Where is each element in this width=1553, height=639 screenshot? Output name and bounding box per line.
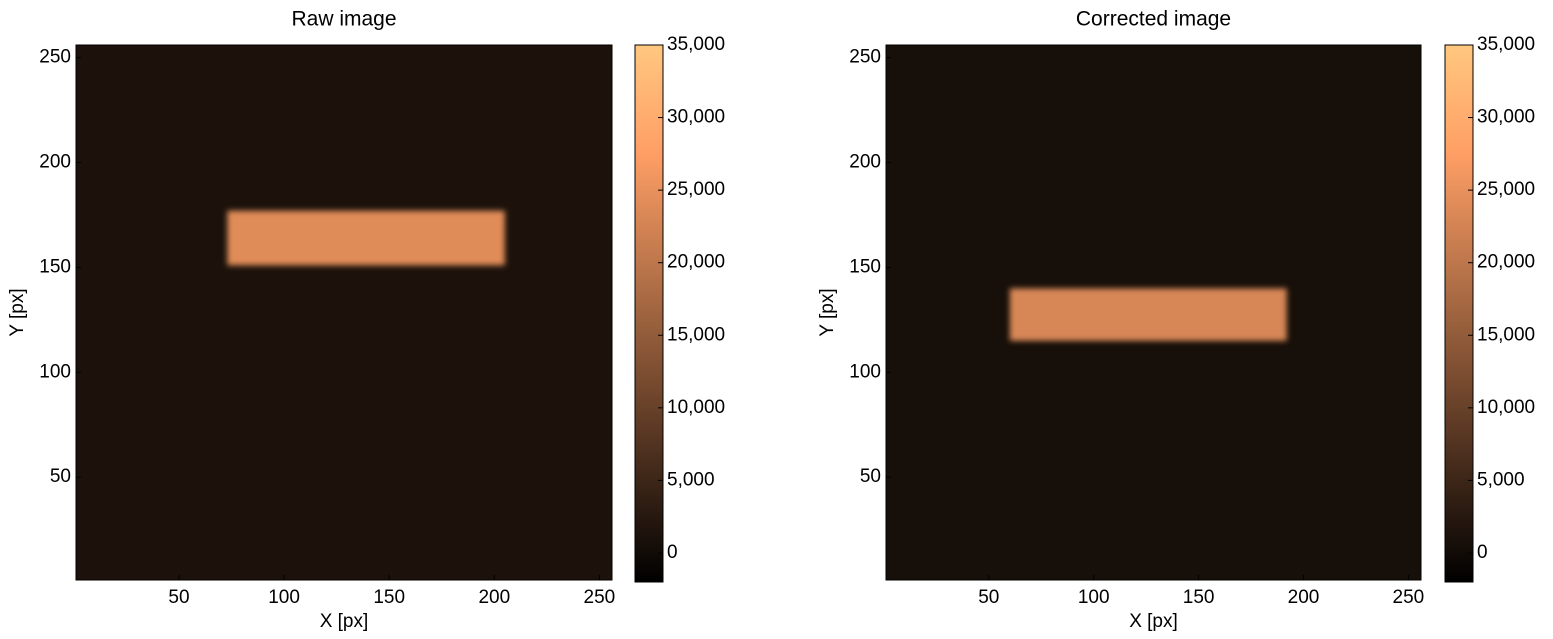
x-axis-label: X [px] — [1129, 611, 1178, 632]
colorbar — [634, 44, 664, 583]
colorbar-tick-label: 0 — [1477, 542, 1488, 563]
y-tick-label: 200 — [849, 152, 881, 173]
y-tick-label: 250 — [849, 47, 881, 68]
colorbar-tick-label: 15,000 — [1477, 324, 1535, 345]
y-axis-label: Y [px] — [7, 288, 28, 336]
colorbar-tick-label: 10,000 — [1477, 397, 1535, 418]
colorbar-tick-label: 30,000 — [1477, 107, 1535, 128]
y-tick-label: 250 — [39, 47, 71, 68]
y-tick-label: 50 — [860, 466, 881, 487]
colorbar-tick-label: 10,000 — [667, 397, 725, 418]
x-tick-label: 100 — [268, 587, 300, 608]
plot-frame — [75, 44, 613, 581]
x-axis-label: X [px] — [320, 611, 369, 632]
y-axis-label: Y [px] — [817, 288, 838, 336]
colorbar-tick-label: 5,000 — [667, 469, 715, 490]
colorbar-tick-label: 35,000 — [1477, 34, 1535, 55]
y-tick-label: 50 — [50, 466, 71, 487]
x-tick-label: 50 — [978, 587, 999, 608]
colorbar-tick-label: 25,000 — [1477, 179, 1535, 200]
plot-frame — [885, 44, 1422, 581]
chart-title: Corrected image — [1076, 8, 1231, 31]
y-tick-label: 100 — [849, 361, 881, 382]
y-tick-label: 150 — [39, 256, 71, 277]
x-tick-label: 100 — [1078, 587, 1110, 608]
y-tick-label: 200 — [39, 152, 71, 173]
x-tick-label: 150 — [1183, 587, 1215, 608]
image-background — [76, 45, 612, 580]
x-tick-label: 200 — [478, 587, 510, 608]
x-tick-label: 250 — [584, 587, 616, 608]
colorbar — [1444, 44, 1474, 583]
colorbar-tick-label: 30,000 — [667, 107, 725, 128]
x-tick-label: 50 — [168, 587, 189, 608]
x-tick-label: 150 — [373, 587, 405, 608]
colorbar-tick-label: 0 — [667, 542, 678, 563]
colorbar-tick-label: 20,000 — [1477, 252, 1535, 273]
chart-title: Raw image — [291, 8, 396, 31]
colorbar-tick-label: 35,000 — [667, 34, 725, 55]
colorbar-tick-label: 25,000 — [667, 179, 725, 200]
bright-region — [227, 210, 505, 266]
colorbar-tick-label: 15,000 — [667, 324, 725, 345]
x-tick-label: 250 — [1393, 587, 1425, 608]
y-tick-label: 100 — [39, 361, 71, 382]
bright-region — [1009, 288, 1287, 341]
x-tick-label: 200 — [1288, 587, 1320, 608]
y-tick-label: 150 — [849, 256, 881, 277]
colorbar-tick-label: 5,000 — [1477, 469, 1525, 490]
colorbar-tick-label: 20,000 — [667, 252, 725, 273]
